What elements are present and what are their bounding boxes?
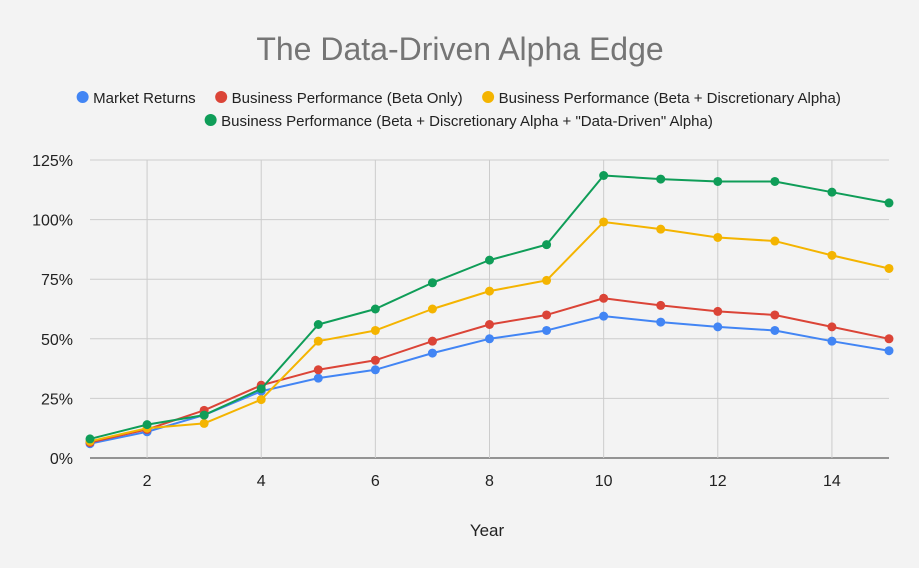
data-point <box>370 304 380 314</box>
y-tick-label: 0% <box>50 451 73 468</box>
data-point <box>770 236 780 246</box>
data-point <box>599 293 609 303</box>
data-point <box>427 278 437 288</box>
data-point <box>770 176 780 186</box>
y-tick-label: 125% <box>32 153 73 170</box>
legend-marker <box>204 114 217 126</box>
data-point <box>713 232 723 242</box>
data-point <box>542 275 552 285</box>
data-point <box>427 304 437 314</box>
data-point <box>542 325 552 335</box>
y-tick-label: 100% <box>32 213 73 230</box>
x-tick-label: 4 <box>257 473 266 490</box>
series-group <box>85 170 894 444</box>
data-point <box>713 306 723 316</box>
data-point <box>256 384 266 394</box>
data-point <box>542 240 552 250</box>
legend-label: Market Returns <box>93 90 196 107</box>
data-point <box>485 286 494 296</box>
data-point <box>542 310 552 320</box>
x-axis-label: Year <box>470 521 505 540</box>
series <box>85 170 894 449</box>
data-point <box>656 317 666 327</box>
data-point <box>485 319 494 329</box>
data-point <box>485 334 494 344</box>
data-point <box>713 176 723 186</box>
data-point <box>599 217 609 227</box>
legend-marker <box>215 91 228 103</box>
data-point <box>827 322 837 332</box>
data-point <box>884 198 894 208</box>
data-point <box>884 263 894 273</box>
data-point <box>85 434 95 444</box>
data-point <box>313 373 323 383</box>
y-tick-label: 75% <box>41 272 73 289</box>
data-point <box>656 174 666 184</box>
data-point <box>199 410 209 420</box>
data-point <box>827 250 837 260</box>
data-point <box>370 365 380 375</box>
legend-label: Business Performance (Beta + Discretiona… <box>499 90 841 107</box>
data-point <box>827 336 837 346</box>
data-point <box>713 322 723 332</box>
x-tick-label: 10 <box>595 473 613 490</box>
data-point <box>142 420 152 430</box>
x-tick-label: 2 <box>143 473 152 490</box>
data-point <box>199 418 209 428</box>
legend-marker <box>482 91 495 103</box>
legend-label: Business Performance (Beta + Discretiona… <box>221 113 713 130</box>
data-point <box>313 336 323 346</box>
data-point <box>827 187 837 197</box>
x-tick-label: 12 <box>709 473 727 490</box>
legend: Market Returns Business Performance (Beta… <box>76 90 841 130</box>
data-point <box>256 395 266 405</box>
x-tick-label: 8 <box>485 473 494 490</box>
data-point <box>770 325 780 335</box>
data-point <box>370 355 380 365</box>
data-point <box>884 334 894 344</box>
data-point <box>485 255 494 265</box>
data-point <box>313 319 323 329</box>
legend-item: Business Performance (Beta Only) <box>215 90 463 107</box>
chart-title: The Data-Driven Alpha Edge <box>256 31 663 67</box>
data-point <box>656 300 666 310</box>
grid <box>90 159 889 459</box>
data-point <box>313 365 323 375</box>
data-point <box>599 311 609 321</box>
data-point <box>599 170 609 180</box>
data-point <box>427 336 437 346</box>
series-group <box>85 217 894 446</box>
legend-marker <box>76 91 89 103</box>
legend-label: Business Performance (Beta Only) <box>232 90 463 107</box>
x-tick-label: 6 <box>371 473 380 490</box>
legend-item: Business Performance (Beta + Discretiona… <box>204 113 713 130</box>
x-tick-label: 14 <box>823 473 841 490</box>
data-point <box>884 346 894 356</box>
y-tick-label: 50% <box>41 332 73 349</box>
axes: 0% 25% 50% 75% 100% 125% 2 4 6 8 10 12 14 <box>32 153 841 490</box>
data-point <box>370 325 380 335</box>
legend-item: Business Performance (Beta + Discretiona… <box>482 90 841 107</box>
data-point <box>427 348 437 358</box>
data-point <box>656 224 666 234</box>
legend-item: Market Returns <box>76 90 196 107</box>
data-point <box>770 310 780 320</box>
y-tick-label: 25% <box>41 391 73 408</box>
